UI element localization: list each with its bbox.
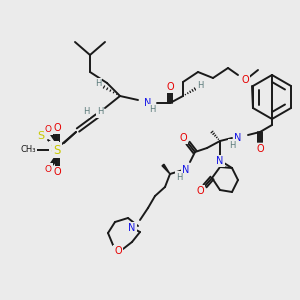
- Text: O: O: [166, 82, 174, 92]
- Text: O: O: [44, 164, 52, 173]
- Text: N: N: [234, 133, 242, 143]
- Text: H: H: [176, 172, 182, 182]
- Text: S: S: [50, 142, 58, 155]
- Text: H: H: [97, 107, 103, 116]
- Text: N: N: [216, 156, 224, 166]
- Text: O: O: [196, 186, 204, 196]
- Text: H: H: [95, 80, 101, 88]
- Text: O: O: [179, 133, 187, 143]
- Text: S: S: [53, 143, 61, 157]
- Text: S: S: [38, 131, 45, 141]
- Text: H: H: [229, 140, 235, 149]
- Text: H: H: [197, 80, 203, 89]
- Text: O: O: [256, 144, 264, 154]
- Text: CH₃: CH₃: [20, 146, 36, 154]
- Text: H: H: [149, 106, 155, 115]
- Text: O: O: [53, 123, 61, 133]
- Polygon shape: [162, 164, 170, 174]
- Text: H: H: [83, 107, 89, 116]
- Text: O: O: [114, 246, 122, 256]
- Text: O: O: [241, 75, 249, 85]
- Text: N: N: [128, 223, 136, 233]
- Text: N: N: [144, 98, 152, 108]
- Text: O: O: [44, 124, 52, 134]
- Text: N: N: [182, 165, 190, 175]
- Text: O: O: [53, 167, 61, 177]
